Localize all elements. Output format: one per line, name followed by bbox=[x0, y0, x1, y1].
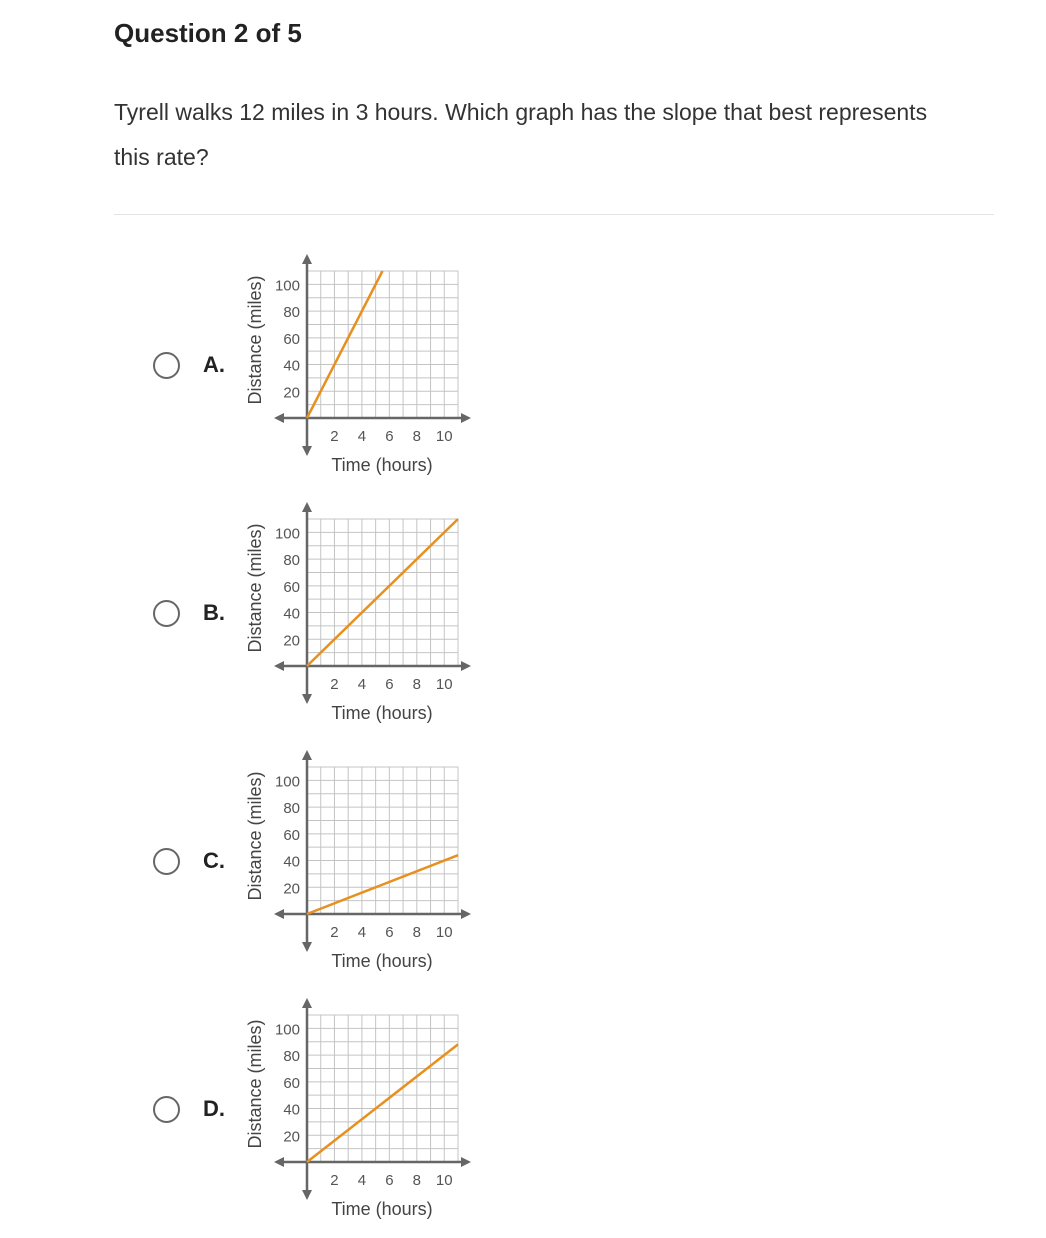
question-counter: Question 2 of 5 bbox=[114, 18, 302, 48]
y-tick-label: 20 bbox=[283, 384, 300, 401]
arrow-down-icon bbox=[302, 1190, 312, 1200]
x-tick-label: 10 bbox=[436, 676, 453, 693]
x-axis-label: Time (hours) bbox=[331, 1199, 432, 1219]
y-tick-label: 40 bbox=[283, 606, 300, 623]
y-tick-label: 40 bbox=[283, 1102, 300, 1119]
plot-area bbox=[306, 270, 459, 419]
data-line bbox=[306, 1043, 459, 1163]
answer-option-c[interactable]: C. 2 4 6 8 10 20 40 60 80 100 Time (hours) Distance … bbox=[150, 741, 490, 981]
arrow-up-icon bbox=[302, 254, 312, 264]
x-tick-label: 8 bbox=[413, 676, 421, 693]
arrow-left-icon bbox=[274, 661, 284, 671]
y-tick-label: 80 bbox=[283, 304, 300, 321]
option-letter: C. bbox=[203, 848, 225, 873]
x-tick-label: 6 bbox=[385, 1172, 393, 1189]
y-tick-label: 80 bbox=[283, 800, 300, 817]
x-tick-label: 8 bbox=[413, 1172, 421, 1189]
x-tick-label: 4 bbox=[358, 428, 366, 445]
data-line bbox=[306, 518, 459, 667]
x-axis-label: Time (hours) bbox=[331, 703, 432, 723]
arrow-down-icon bbox=[302, 446, 312, 456]
y-axis-label: Distance (miles) bbox=[245, 275, 265, 404]
x-tick-label: 6 bbox=[385, 924, 393, 941]
y-tick-label: 60 bbox=[283, 1075, 300, 1092]
x-tick-label: 4 bbox=[358, 1172, 366, 1189]
graph: 2 4 6 8 10 20 40 60 80 100 Time (hours) Distance (m… bbox=[245, 254, 471, 475]
arrow-up-icon bbox=[302, 750, 312, 760]
x-tick-label: 4 bbox=[358, 924, 366, 941]
x-tick-label: 8 bbox=[413, 924, 421, 941]
arrow-up-icon bbox=[302, 998, 312, 1008]
y-tick-label: 60 bbox=[283, 827, 300, 844]
radio-button[interactable] bbox=[153, 352, 180, 379]
y-tick-label: 60 bbox=[283, 579, 300, 596]
x-tick-label: 4 bbox=[358, 676, 366, 693]
y-tick-label: 20 bbox=[283, 880, 300, 897]
graph: 2 4 6 8 10 20 40 60 80 100 Time (hours) Distance (m… bbox=[245, 998, 471, 1219]
x-tick-label: 10 bbox=[436, 1172, 453, 1189]
radio-button[interactable] bbox=[153, 848, 180, 875]
option-letter: D. bbox=[203, 1096, 225, 1121]
arrow-right-icon bbox=[461, 413, 471, 423]
x-tick-label: 10 bbox=[436, 924, 453, 941]
arrow-down-icon bbox=[302, 942, 312, 952]
x-axis-label: Time (hours) bbox=[331, 951, 432, 971]
x-tick-label: 2 bbox=[330, 924, 338, 941]
x-tick-label: 2 bbox=[330, 676, 338, 693]
x-tick-label: 2 bbox=[330, 1172, 338, 1189]
x-tick-label: 6 bbox=[385, 676, 393, 693]
y-tick-label: 80 bbox=[283, 1048, 300, 1065]
radio-button[interactable] bbox=[153, 600, 180, 627]
x-tick-label: 2 bbox=[330, 428, 338, 445]
y-axis-label: Distance (miles) bbox=[245, 523, 265, 652]
arrow-right-icon bbox=[461, 909, 471, 919]
arrow-left-icon bbox=[274, 909, 284, 919]
answer-option-b[interactable]: B. 2 4 6 8 10 20 40 60 80 100 Time (hours) Distance … bbox=[150, 493, 490, 733]
data-line bbox=[306, 854, 459, 916]
x-axis-label: Time (hours) bbox=[331, 455, 432, 475]
y-axis-label: Distance (miles) bbox=[245, 771, 265, 900]
data-line bbox=[305, 270, 384, 419]
radio-button[interactable] bbox=[153, 1096, 180, 1123]
option-letter: B. bbox=[203, 600, 225, 625]
y-tick-label: 40 bbox=[283, 854, 300, 871]
y-tick-label: 40 bbox=[283, 358, 300, 375]
y-tick-label: 80 bbox=[283, 552, 300, 569]
y-tick-label: 20 bbox=[283, 1128, 300, 1145]
answer-option-d[interactable]: D. 2 4 6 8 10 20 40 60 80 100 Time (hours) Distance … bbox=[150, 989, 490, 1229]
arrow-down-icon bbox=[302, 694, 312, 704]
arrow-left-icon bbox=[274, 413, 284, 423]
arrow-right-icon bbox=[461, 661, 471, 671]
arrow-up-icon bbox=[302, 502, 312, 512]
y-tick-label: 100 bbox=[275, 1021, 300, 1038]
y-tick-label: 100 bbox=[275, 277, 300, 294]
y-tick-label: 100 bbox=[275, 773, 300, 790]
x-tick-label: 10 bbox=[436, 428, 453, 445]
graph: 2 4 6 8 10 20 40 60 80 100 Time (hours) Distance (m… bbox=[245, 502, 471, 723]
arrow-left-icon bbox=[274, 1157, 284, 1167]
graph: 2 4 6 8 10 20 40 60 80 100 Time (hours) Distance (m… bbox=[245, 750, 471, 971]
y-axis-label: Distance (miles) bbox=[245, 1019, 265, 1148]
plot-area bbox=[306, 1014, 459, 1163]
y-tick-label: 100 bbox=[275, 525, 300, 542]
question-text: Tyrell walks 12 miles in 3 hours. Which … bbox=[114, 99, 928, 170]
arrow-right-icon bbox=[461, 1157, 471, 1167]
y-tick-label: 20 bbox=[283, 632, 300, 649]
x-tick-label: 8 bbox=[413, 428, 421, 445]
divider bbox=[114, 214, 994, 215]
y-tick-label: 60 bbox=[283, 331, 300, 348]
plot-area bbox=[306, 766, 459, 915]
option-letter: A. bbox=[203, 352, 225, 377]
x-tick-label: 6 bbox=[385, 428, 393, 445]
answer-option-a[interactable]: A. 2 4 6 8 10 20 40 60 80 100 Time (hours) Distance … bbox=[150, 245, 490, 485]
